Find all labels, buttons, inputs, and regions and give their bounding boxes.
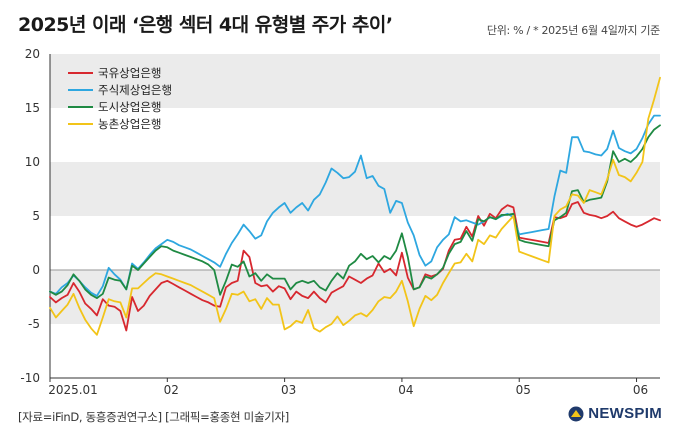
legend-label: 국유상업은행 — [98, 66, 161, 80]
y-tick-label: 20 — [25, 47, 40, 61]
legend-label: 주식제상업은행 — [98, 83, 172, 97]
series-line-농촌상업은행 — [49, 76, 661, 336]
brand-name: NEWSPIM — [588, 405, 662, 422]
y-tick-label: 5 — [32, 209, 40, 223]
legend-label: 농촌상업은행 — [98, 117, 161, 131]
y-tick-label: 0 — [32, 263, 40, 277]
source-credit: [자료=iFinD, 동흥증권연구소] [그래픽=홍종현 미술기자] — [18, 410, 289, 424]
newspim-logo-icon — [568, 406, 584, 421]
series-lines — [49, 76, 661, 336]
y-tick-label: 15 — [25, 101, 40, 115]
brand-logo: NEWSPIM — [568, 405, 662, 422]
y-axis-ticks: -10 -5 0 5 10 15 20 — [20, 47, 40, 385]
grid-band — [50, 54, 660, 108]
x-axis: 2025.01 02 03 04 05 06 — [48, 54, 660, 397]
legend-label: 도시상업은행 — [98, 100, 161, 114]
x-tick-label: 03 — [281, 383, 296, 397]
page-title: 2025년 이래 ‘은행 섹터 4대 유형별 주가 추이’ — [18, 14, 393, 36]
x-tick-label: 2025.01 — [48, 383, 98, 397]
series-line-도시상업은행 — [49, 124, 661, 300]
x-tick-label: 06 — [633, 383, 648, 397]
unit-note: 단위: % / * 2025년 6월 4일까지 기준 — [486, 24, 660, 37]
x-tick-label: 02 — [164, 383, 179, 397]
y-tick-label: -5 — [28, 317, 40, 331]
x-tick-label: 04 — [398, 383, 413, 397]
x-tick-label: 05 — [516, 383, 531, 397]
y-tick-label: 10 — [25, 155, 40, 169]
y-tick-label: -10 — [20, 371, 40, 385]
series-line-주식제상업은행 — [49, 114, 661, 297]
